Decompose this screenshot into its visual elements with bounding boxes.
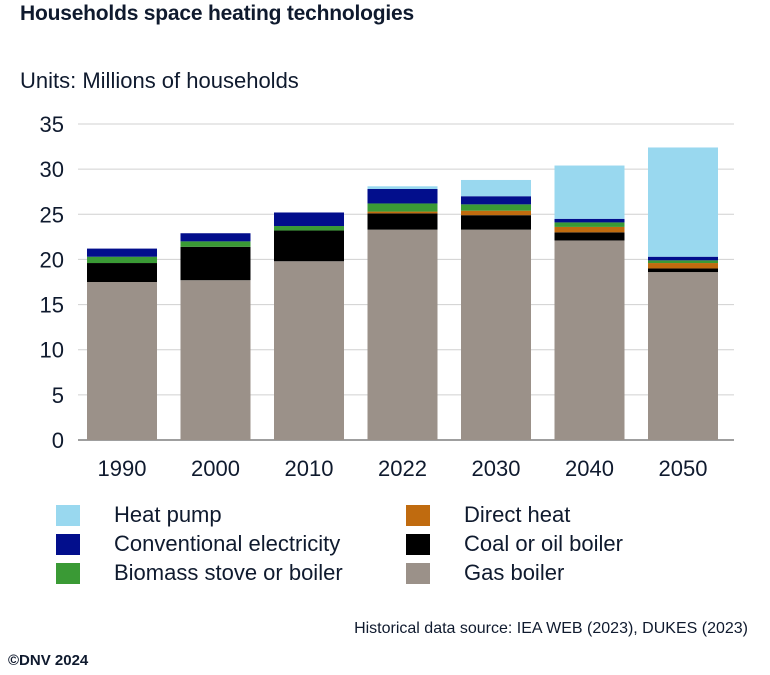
y-tick-label: 25	[40, 202, 64, 227]
bar-segment-heat-pump	[367, 186, 438, 190]
bar-segment-gas-boiler	[367, 229, 438, 440]
x-tick-label: 2030	[472, 456, 521, 481]
bar-segment-biomass-stove-or-boiler	[87, 256, 157, 264]
legend-label: Heat pump	[114, 502, 222, 527]
bar-segment-coal-or-oil-boiler	[554, 232, 625, 241]
bar-segment-biomass-stove-or-boiler	[648, 260, 718, 264]
legend-item-gas-boiler: Gas boiler	[406, 560, 564, 586]
legend-label: Gas boiler	[464, 560, 565, 585]
legend-swatch	[406, 504, 430, 526]
bar-segment-gas-boiler	[461, 229, 531, 440]
bar-segment-coal-or-oil-boiler	[180, 246, 251, 281]
bar-segment-gas-boiler	[648, 272, 718, 440]
data-source-note: Historical data source: IEA WEB (2023), …	[354, 620, 748, 637]
bar-segment-biomass-stove-or-boiler	[180, 241, 251, 247]
bar-segment-conventional-electricity	[274, 212, 344, 227]
x-tick-label: 2050	[659, 456, 708, 481]
bar-segment-heat-pump	[648, 147, 718, 257]
bar-segment-direct-heat	[554, 226, 625, 233]
x-tick-label: 2010	[285, 456, 334, 481]
x-tick-label: 2000	[191, 456, 240, 481]
y-tick-label: 15	[40, 293, 64, 318]
chart-title: Households space heating technologies	[20, 2, 415, 25]
x-tick-label: 1990	[98, 456, 147, 481]
legend-swatch	[56, 504, 80, 526]
legend-item-coal-oil: Coal or oil boiler	[406, 531, 623, 557]
legend-label: Conventional electricity	[114, 531, 341, 556]
bar-segment-gas-boiler	[87, 282, 157, 440]
x-tick-label: 2040	[565, 456, 614, 481]
bar-segment-direct-heat	[648, 263, 718, 269]
y-tick-label: 20	[40, 247, 64, 272]
bar-segment-conventional-electricity	[367, 189, 438, 204]
bar-segment-heat-pump	[554, 165, 625, 219]
bar-segment-direct-heat	[461, 210, 531, 216]
bar-segment-biomass-stove-or-boiler	[461, 204, 531, 211]
bar-segment-coal-or-oil-boiler	[87, 263, 157, 282]
bar-segment-gas-boiler	[554, 240, 625, 440]
legend-swatch	[56, 533, 80, 555]
legend-item-conventional-electricity: Conventional electricity	[56, 531, 340, 557]
bar-segment-coal-or-oil-boiler	[648, 268, 718, 273]
bar-segment-biomass-stove-or-boiler	[274, 226, 344, 231]
legend-swatch	[406, 533, 430, 555]
bar-segment-conventional-electricity	[461, 196, 531, 205]
y-tick-label: 10	[40, 338, 64, 363]
legend-label: Direct heat	[464, 502, 571, 527]
bar-segment-biomass-stove-or-boiler	[554, 222, 625, 227]
y-tick-label: 30	[40, 157, 64, 182]
y-tick-label: 5	[52, 383, 64, 408]
bar-segment-coal-or-oil-boiler	[274, 230, 344, 262]
legend-item-direct-heat: Direct heat	[406, 502, 570, 528]
legend-swatch	[406, 562, 430, 584]
bar-segment-biomass-stove-or-boiler	[367, 203, 438, 212]
y-tick-label: 0	[52, 428, 64, 453]
legend-swatch	[56, 562, 80, 584]
units-label: Units: Millions of households	[20, 68, 299, 93]
copyright: ©DNV 2024	[8, 652, 89, 669]
bar-segment-conventional-electricity	[87, 248, 157, 257]
y-tick-label: 35	[40, 112, 64, 137]
bar-segment-conventional-electricity	[554, 218, 625, 223]
bar-segment-gas-boiler	[180, 280, 251, 440]
bar-segment-gas-boiler	[274, 261, 344, 440]
bar-segment-conventional-electricity	[648, 256, 718, 261]
bar-segment-heat-pump	[461, 179, 531, 197]
bar-segment-coal-or-oil-boiler	[461, 215, 531, 230]
bar-segment-direct-heat	[367, 211, 438, 214]
legend-item-biomass: Biomass stove or boiler	[56, 560, 343, 586]
legend-label: Biomass stove or boiler	[114, 560, 343, 585]
bar-segment-coal-or-oil-boiler	[367, 213, 438, 230]
legend-label: Coal or oil boiler	[464, 531, 623, 556]
legend-item-heat-pump: Heat pump	[56, 502, 222, 528]
x-tick-label: 2022	[378, 456, 427, 481]
bar-segment-conventional-electricity	[180, 233, 251, 242]
